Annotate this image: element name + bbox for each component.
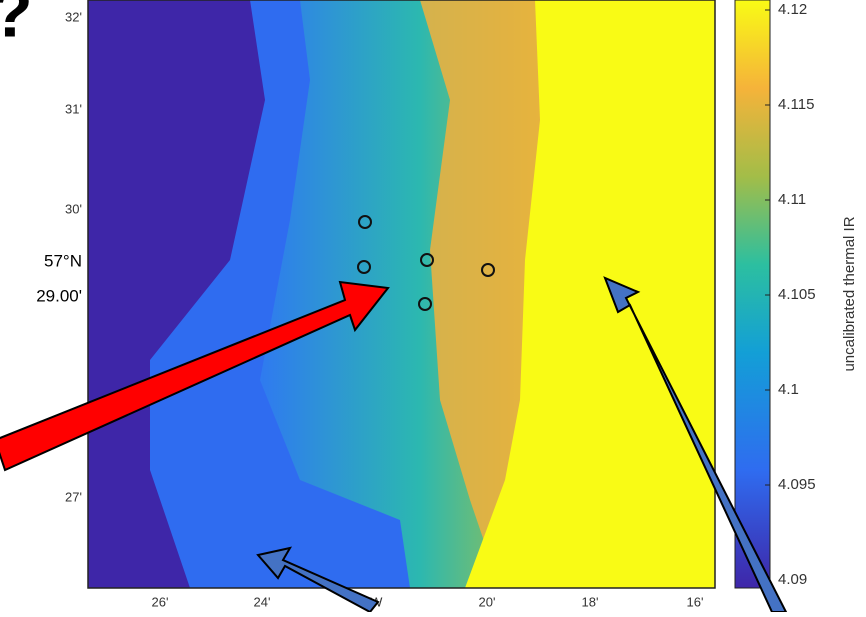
colorbar-tick-label: 4.11 [778,191,806,208]
colorbar-tick-label: 4.1 [778,381,799,398]
y-tick-label: 57°N [44,251,82,270]
site-marker [420,253,434,267]
red-arrow [0,280,390,472]
site-markers [357,215,495,311]
site-marker [418,297,432,311]
site-marker [358,215,372,229]
colorbar [734,0,771,589]
x-tick-label: 16' [687,594,704,609]
y-axis: 32' 31' 30' 57°N 29.00' 27' [36,9,82,504]
y-tick-label: 30' [65,201,82,216]
x-tick-label: 18' [582,594,599,609]
colorbar-tick-label: 4.09 [778,571,807,588]
annotation-arrows [0,276,788,614]
site-marker [357,260,371,274]
blue-arrow [256,546,380,614]
y-tick-label: 32' [65,9,82,24]
colorbar-tick-label: 4.105 [778,286,816,303]
colorbar-ticks: 4.09 4.095 4.1 4.105 4.11 4.115 4.12 [765,1,816,588]
x-tick-label: 20' [479,594,496,609]
title-fragment: ? [0,0,33,51]
x-axis: 26'24''W20'18'16' [152,594,704,609]
y-tick-label: 29.00' [36,286,82,305]
y-tick-label: 31' [65,101,82,116]
heatmap [87,0,716,589]
colorbar-tick-label: 4.115 [778,96,814,113]
blue-arrow [603,276,788,613]
x-tick-label: 26' [152,594,169,609]
colorbar-tick-label: 4.12 [778,1,807,18]
site-marker [481,263,495,277]
x-tick-label: 24' [254,594,271,609]
colorbar-label: uncalibrated thermal IR [841,216,858,371]
colorbar-tick-label: 4.095 [778,476,816,493]
y-tick-label: 27' [65,489,82,504]
